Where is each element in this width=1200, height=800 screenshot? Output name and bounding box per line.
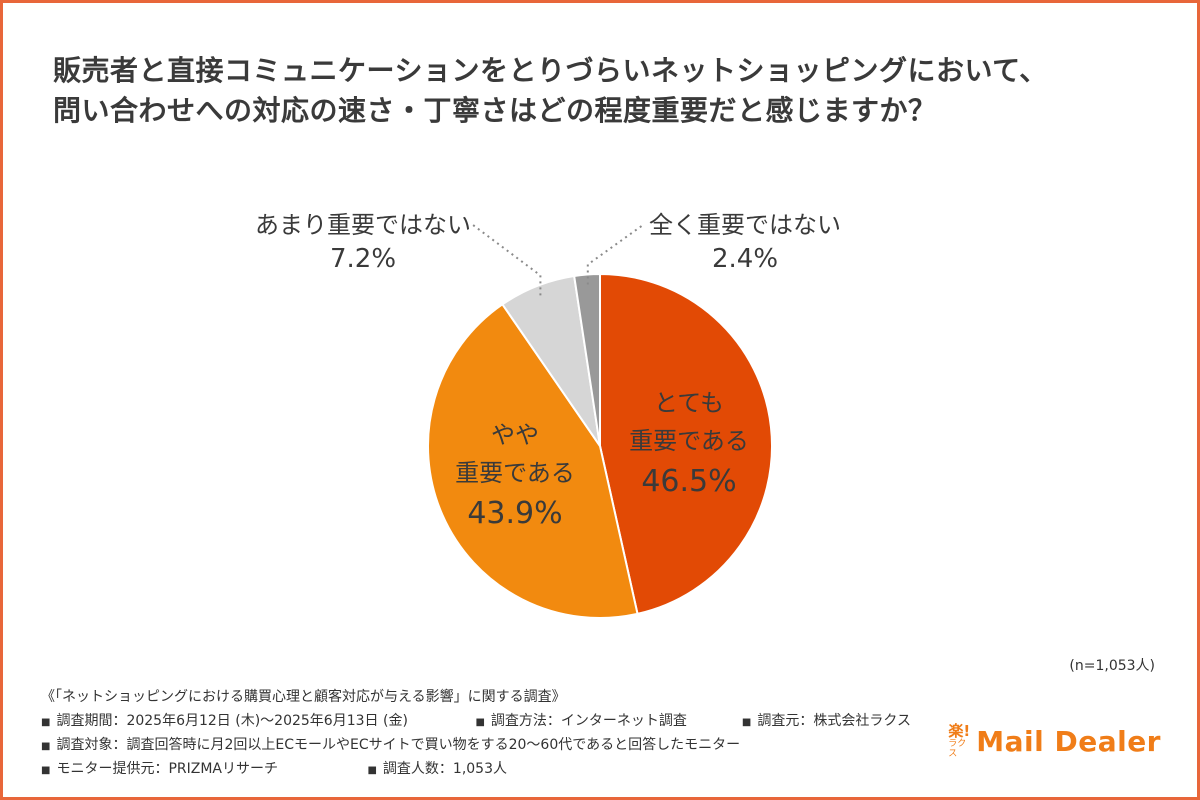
slice-value-0: 46.5% xyxy=(641,464,736,499)
survey-heading: 《「ネットショッピングにおける購買心理と顧客対応が与える影響」に関する調査》 xyxy=(41,689,566,705)
pie-slice-1 xyxy=(427,302,639,619)
slice-label-2: あまり重要ではない xyxy=(255,211,471,239)
survey-item: ■ モニター提供元：PRIZMAリサーチ xyxy=(41,761,278,777)
survey-item: ■ 調査元：株式会社ラクス xyxy=(741,713,911,729)
slice-label-1: 重要である xyxy=(455,459,575,487)
survey-item: ■ 調査対象：調査回答時に月2回以上ECモールやECサイトで買い物をする20〜60… xyxy=(41,737,741,753)
survey-row-2: ■ 調査対象：調査回答時に月2回以上ECモールやECサイトで買い物をする20〜60… xyxy=(41,733,911,757)
pie-slice-3 xyxy=(573,272,601,447)
survey-info: 《「ネットショッピングにおける購買心理と顧客対応が与える影響」に関する調査》 ■… xyxy=(41,685,911,781)
pie-chart: とても重要である46.5%やや重要である43.9%あまり重要ではない7.2%全く… xyxy=(255,211,841,619)
logo-text: Mail Dealer xyxy=(976,724,1161,758)
survey-item: ■ 調査方法：インターネット調査 xyxy=(475,713,687,729)
chart-title-line-2: 問い合わせへの対応の速さ・丁寧さはどの程度重要だと感じますか？ xyxy=(53,94,937,127)
sample-size-note: (n=1,053人) xyxy=(1069,658,1155,674)
mail-dealer-logo: 楽! ラクス Mail Dealer xyxy=(948,721,1161,761)
rakus-logo-icon: 楽! ラクス xyxy=(948,722,971,759)
slice-label-0: 重要である xyxy=(629,427,749,455)
survey-item: ■ 調査期間：2025年6月12日 (木)〜2025年6月13日 (金) xyxy=(41,713,408,729)
slice-label-1: やや xyxy=(491,421,539,449)
slice-label-0: とても xyxy=(654,389,724,417)
slice-value-3: 2.4% xyxy=(712,244,778,274)
survey-row-3: ■ モニター提供元：PRIZMAリサーチ ■ 調査人数：1,053人 xyxy=(41,757,911,781)
leader-line-3 xyxy=(586,224,644,285)
survey-item: ■ 調査人数：1,053人 xyxy=(367,761,507,777)
leader-line-2 xyxy=(472,224,542,296)
chart-title-line-1: 販売者と直接コミュニケーションをとりづらいネットショッピングにおいて、 xyxy=(53,54,1048,87)
slice-value-2: 7.2% xyxy=(330,244,396,274)
slice-label-3: 全く重要ではない xyxy=(649,211,841,239)
survey-row-1: ■ 調査期間：2025年6月12日 (木)〜2025年6月13日 (金) ■ 調査方… xyxy=(41,709,911,733)
pie-slice-0 xyxy=(599,272,773,616)
slice-value-1: 43.9% xyxy=(467,496,562,531)
